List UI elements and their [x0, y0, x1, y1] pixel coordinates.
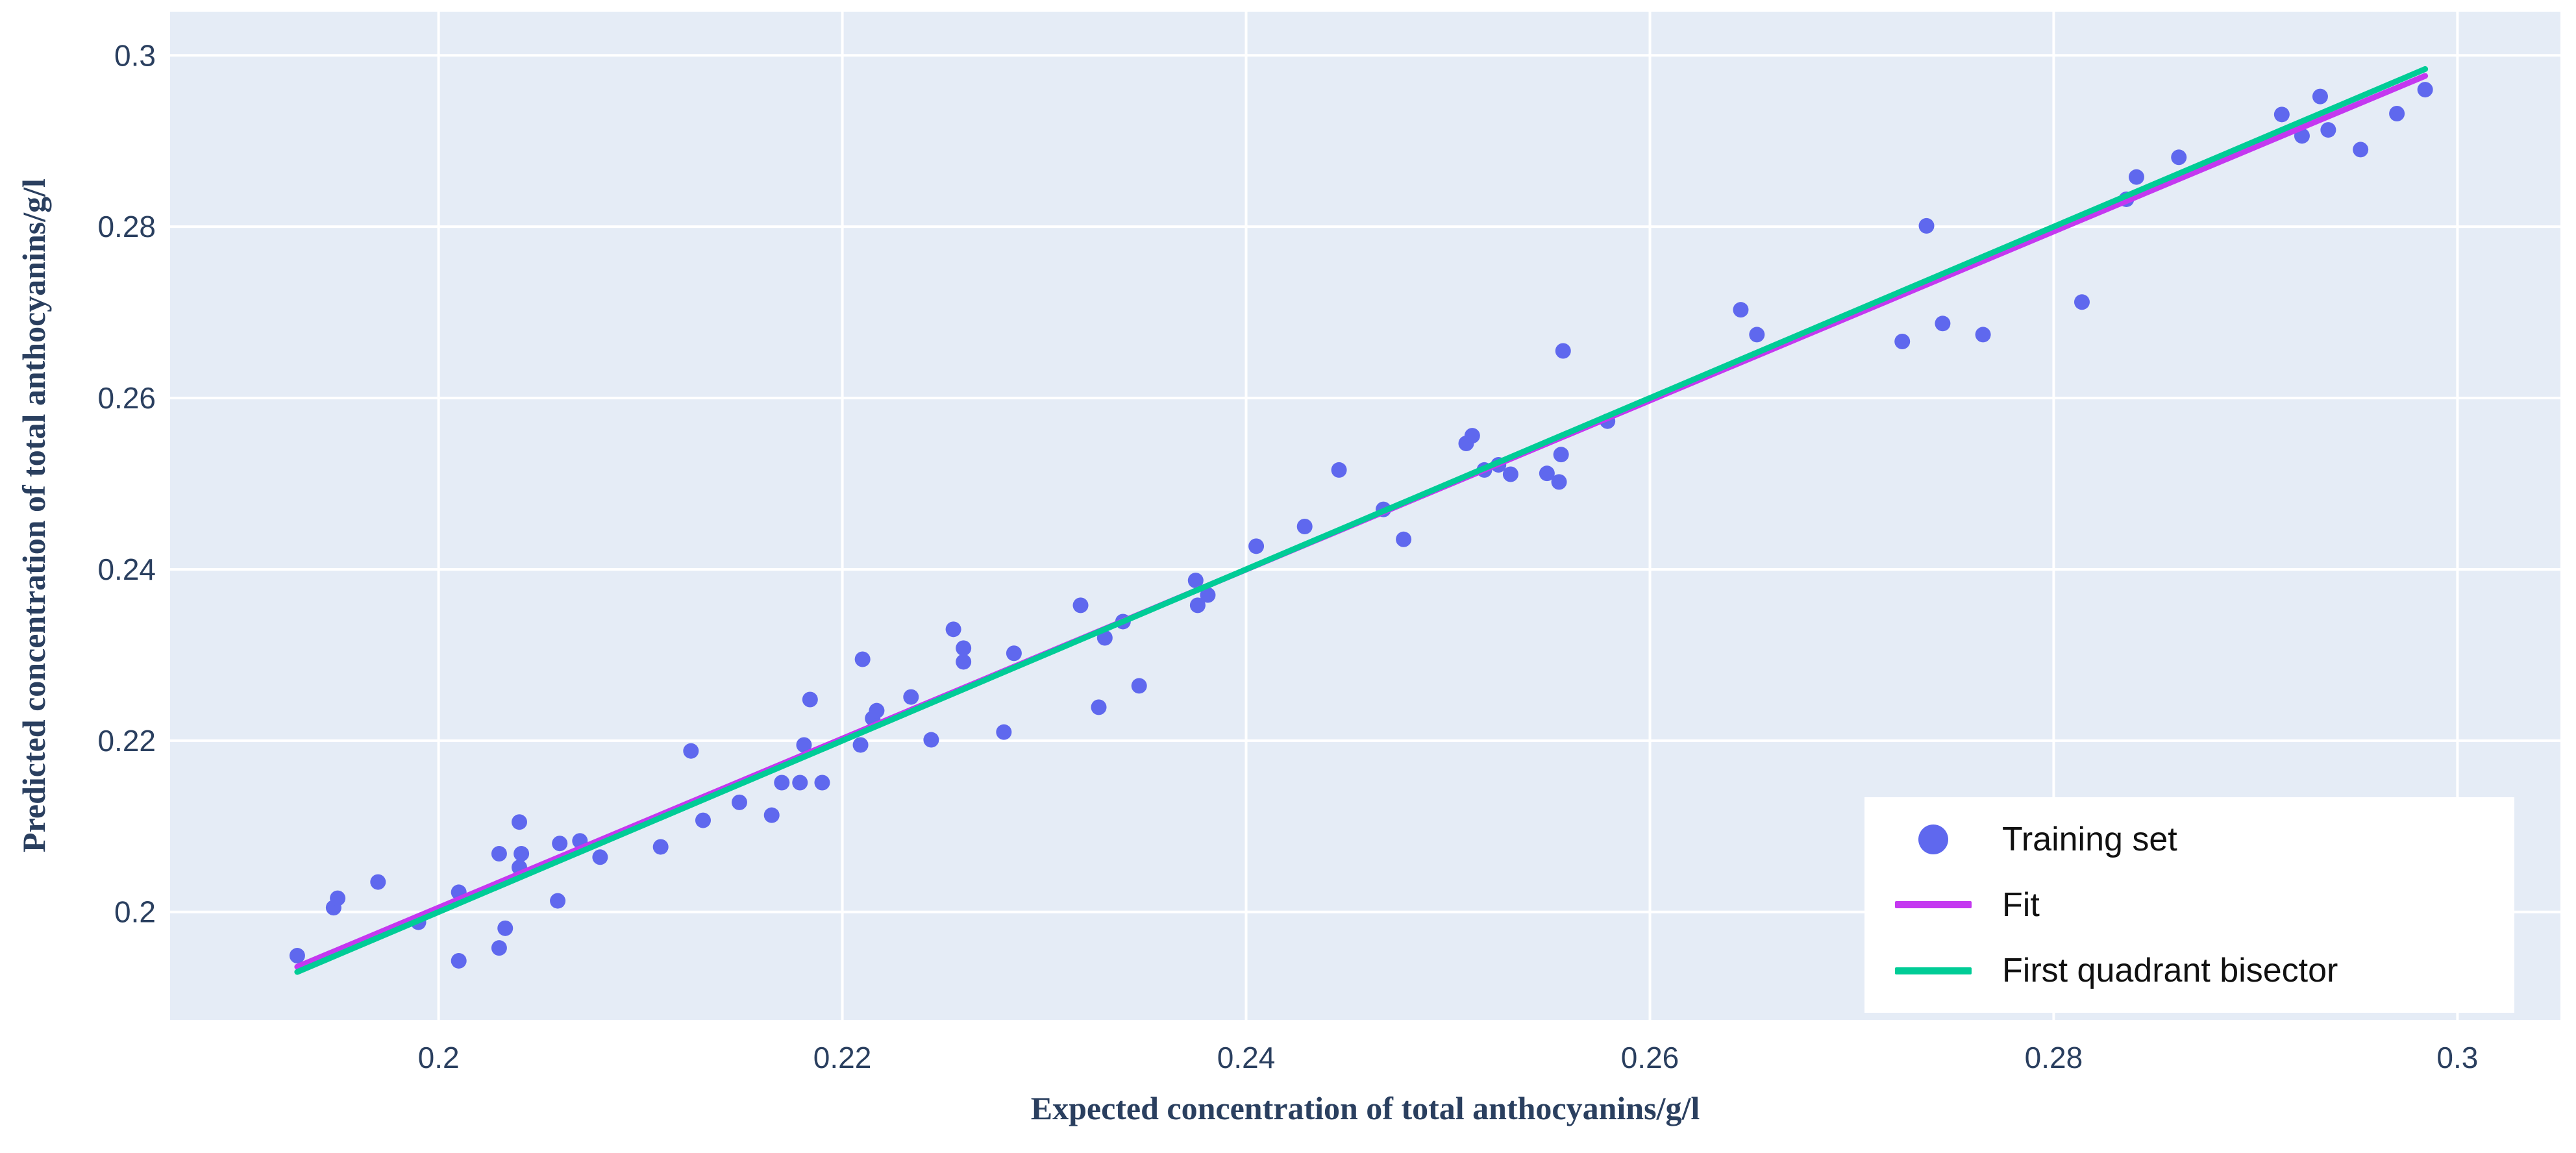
training-set-point: [1187, 573, 1204, 589]
training-set-point: [814, 775, 830, 791]
training-set-point: [552, 836, 568, 852]
x-tick-label: 0.24: [1217, 1041, 1276, 1074]
training-set-point: [2320, 122, 2336, 138]
training-set-point: [491, 846, 507, 862]
legend-label-fit: Fit: [2002, 886, 2040, 924]
x-tick-label: 0.2: [418, 1041, 460, 1074]
training-set-point: [1248, 538, 1265, 554]
training-set-point: [2074, 294, 2090, 310]
training-set-point: [1894, 333, 1911, 349]
training-set-point: [2273, 106, 2290, 123]
training-set-point: [511, 814, 527, 830]
training-set-point: [497, 920, 514, 936]
training-set-point: [683, 743, 699, 759]
training-set-point: [330, 890, 346, 906]
training-set-point: [1553, 447, 1569, 463]
x-tick-label: 0.3: [2436, 1041, 2478, 1074]
training-set-point: [1189, 597, 1206, 614]
training-set-point: [1502, 466, 1518, 482]
x-tick-label: 0.22: [813, 1041, 872, 1074]
training-set-point: [1733, 302, 1749, 318]
training-set-point: [923, 732, 939, 748]
training-set-point: [1749, 327, 1765, 343]
training-set-point: [996, 724, 1012, 740]
training-set-point: [1539, 465, 1555, 482]
y-axis-title: Predicted concentration of total anthocy…: [16, 179, 52, 852]
training-set-point: [1551, 474, 1567, 490]
training-set-point: [796, 737, 812, 753]
legend-label-training-set: Training set: [2002, 820, 2177, 858]
training-set-point: [1091, 699, 1107, 715]
bisector-line-icon: [1895, 967, 1972, 974]
training-set-point: [289, 948, 305, 964]
training-set-point: [869, 702, 885, 719]
training-set-point: [2128, 169, 2144, 185]
y-tick-label: 0.24: [97, 552, 156, 586]
bisector-line: [294, 66, 2429, 975]
training-set-point: [763, 807, 780, 823]
training-set-point: [1200, 587, 1216, 603]
training-set-point: [451, 952, 467, 969]
training-set-point: [514, 846, 530, 862]
training-set-point: [2312, 88, 2328, 105]
x-tick-label: 0.26: [1621, 1041, 1679, 1074]
training-set-point: [370, 874, 386, 890]
training-set-point: [652, 839, 669, 855]
training-set-point: [1396, 531, 1412, 547]
training-set-point: [2353, 142, 2369, 158]
fit-line-icon: [1895, 901, 1972, 909]
training-set-point: [2417, 82, 2433, 98]
training-set-point: [1131, 678, 1147, 694]
training-set-point: [1006, 645, 1022, 662]
training-set-marker-icon: [1918, 824, 1948, 854]
training-set-point: [1918, 217, 1935, 234]
training-set-point: [854, 651, 871, 667]
training-set-point: [956, 654, 972, 670]
legend-item-training-set[interactable]: Training set: [1864, 808, 2514, 871]
training-set-point: [2171, 149, 2187, 166]
training-set-point: [1935, 316, 1951, 332]
training-set-point: [1975, 327, 1991, 343]
legend-label-bisector: First quadrant bisector: [2002, 952, 2338, 990]
training-set-point: [2389, 106, 2405, 122]
training-set-point: [956, 640, 972, 656]
legend-item-bisector[interactable]: First quadrant bisector: [1864, 939, 2514, 1002]
training-set-point: [550, 893, 566, 909]
training-set-point: [802, 691, 818, 708]
training-set-point: [1331, 462, 1347, 478]
y-tick-label: 0.22: [97, 724, 156, 758]
legend: Training set Fit First quadrant bisector: [1864, 797, 2514, 1013]
training-set-point: [903, 689, 919, 705]
x-tick-label: 0.28: [2025, 1041, 2083, 1074]
y-tick-label: 0.28: [97, 210, 156, 243]
training-set-point: [1555, 343, 1571, 359]
training-set-point: [792, 775, 808, 791]
training-set-point: [731, 794, 747, 810]
x-axis-title: Expected concentration of total anthocya…: [1030, 1090, 1700, 1126]
training-set-point: [852, 737, 869, 753]
training-set-point: [1296, 518, 1313, 534]
training-set-point: [774, 775, 790, 791]
y-tick-label: 0.26: [97, 381, 156, 415]
training-set-point: [1072, 597, 1089, 614]
training-set-point: [695, 812, 711, 828]
training-set-point: [1464, 428, 1480, 444]
training-set-point: [592, 849, 608, 865]
training-set-point: [945, 621, 961, 638]
y-tick-label: 0.2: [114, 895, 156, 929]
training-set-point: [491, 940, 507, 956]
legend-item-fit[interactable]: Fit: [1864, 874, 2514, 936]
y-tick-label: 0.3: [114, 38, 156, 72]
